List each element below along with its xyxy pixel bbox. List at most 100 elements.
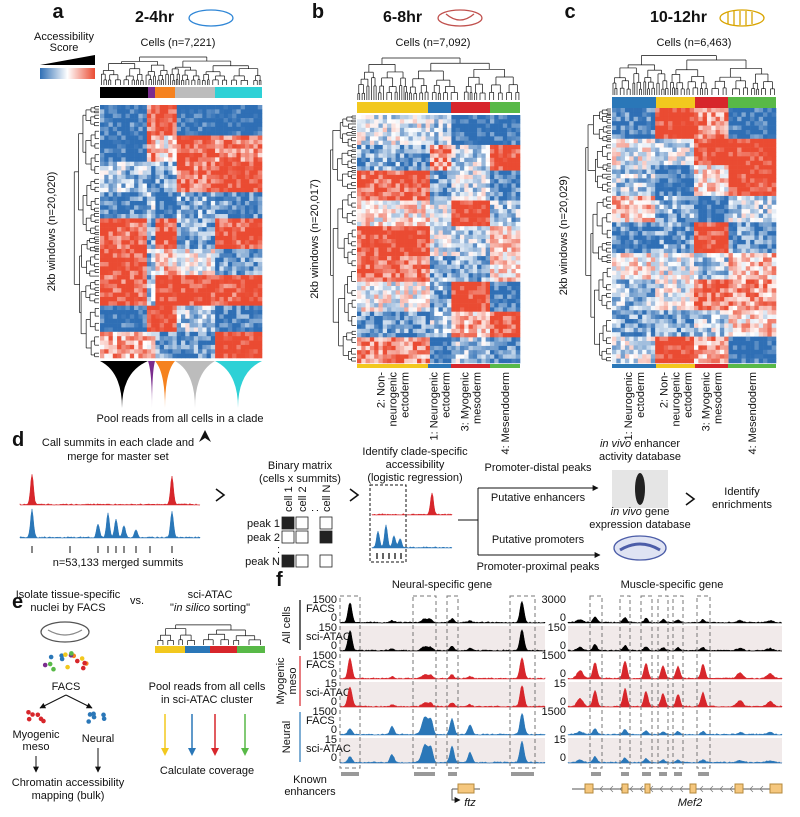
heatmap-cell [417, 311, 422, 317]
heatmap-cell [438, 119, 444, 124]
heatmap-cell [129, 275, 135, 280]
heatmap-cell [219, 257, 224, 263]
heatmap-cell [429, 157, 435, 163]
heatmap-cell [138, 174, 143, 180]
heatmap-cell [421, 320, 426, 325]
heatmap-cell [399, 166, 405, 171]
heatmap-cell [399, 204, 405, 210]
heatmap-cell [387, 209, 392, 214]
heatmap-cell [425, 256, 431, 261]
heatmap-cell [511, 243, 517, 248]
heatmap-cell [489, 239, 495, 244]
heatmap-cell [468, 132, 474, 137]
heatmap-cell [404, 166, 409, 171]
heatmap-cell [129, 170, 135, 176]
heatmap-cell [477, 345, 482, 351]
heatmap-cell [412, 149, 418, 154]
heatmap-cell [438, 187, 444, 193]
heatmap-cell [112, 305, 118, 311]
heatmap-cell [223, 331, 229, 337]
heatmap-cell [198, 170, 203, 176]
heatmap-cell [507, 251, 512, 257]
heatmap-cell [421, 247, 426, 253]
heatmap-cell [455, 179, 461, 184]
heatmap-cell [100, 174, 105, 180]
heatmap-cell [455, 132, 461, 137]
heatmap-cell [408, 157, 414, 163]
heatmap-cell [459, 324, 465, 330]
heatmap-cell [236, 244, 241, 250]
heatmap-cell [408, 119, 414, 124]
heatmap-cell [438, 290, 444, 295]
heatmap-cell [151, 344, 156, 350]
heatmap-cell [210, 340, 216, 346]
heatmap-cell [244, 179, 250, 184]
heatmap-cell [425, 217, 431, 223]
heatmap-cell [210, 331, 216, 337]
heatmap-cell [468, 324, 474, 330]
heatmap-cell [447, 239, 452, 244]
heatmap-cell [502, 140, 508, 146]
heatmap-cell [146, 253, 152, 258]
heatmap-cell [202, 301, 207, 306]
heatmap-cell [365, 217, 371, 223]
heatmap-cell [202, 340, 207, 346]
heatmap-cell [468, 140, 474, 146]
heatmap-cell [193, 327, 199, 333]
heatmap-cell [236, 131, 241, 136]
heatmap-cell [468, 170, 474, 176]
heatmap-cell [421, 337, 426, 342]
heatmap-cell [357, 294, 362, 300]
heatmap-cell [219, 126, 224, 132]
heatmap-cell [206, 323, 212, 328]
heatmap-cell [412, 144, 418, 150]
heatmap-cell [112, 353, 118, 359]
heatmap-cell [240, 296, 246, 302]
heatmap-cell [151, 227, 156, 232]
heatmap-cell [206, 353, 212, 359]
heatmap-cell [374, 315, 379, 321]
heatmap-cell [176, 336, 182, 341]
heatmap-cell [202, 135, 207, 141]
heatmap-cell [464, 179, 469, 184]
heatmap-cell [421, 260, 426, 265]
heatmap-cell [244, 126, 250, 132]
heatmap-cell [163, 301, 169, 306]
heatmap-cell [129, 218, 135, 224]
heatmap-cell [193, 113, 199, 119]
heatmap-cell [468, 277, 474, 283]
heatmap-cell [417, 226, 422, 231]
heatmap-cell [210, 344, 216, 350]
heatmap-cell [464, 132, 469, 137]
heatmap-cell [451, 239, 456, 244]
heatmap-cell [121, 196, 126, 202]
heatmap-cell [395, 196, 401, 201]
heatmap-cell [382, 264, 388, 270]
heatmap-cell [202, 131, 207, 136]
heatmap-cell [438, 144, 444, 150]
heatmap-cell [159, 209, 165, 215]
heatmap-cell [382, 247, 388, 253]
heatmap-cell [240, 288, 246, 293]
heatmap-cell [459, 144, 465, 150]
heatmap-cell [172, 248, 178, 254]
heatmap-cell [421, 239, 426, 244]
heatmap-cell [223, 248, 229, 254]
heatmap-cell [447, 294, 452, 300]
heatmap-cell [412, 230, 418, 236]
heatmap-cell [168, 279, 173, 285]
heatmap-cell [138, 262, 143, 267]
heatmap-cell [434, 268, 439, 274]
heatmap-cell [168, 227, 173, 232]
heatmap-cell [227, 270, 233, 276]
heatmap-cell [142, 157, 148, 162]
heatmap-cell [502, 230, 508, 236]
heatmap-cell [378, 286, 384, 291]
heatmap-cell [108, 157, 114, 162]
heatmap-cell [459, 328, 465, 334]
heatmap-cell [121, 296, 126, 302]
heatmap-cell [172, 157, 178, 162]
heatmap-cell [395, 217, 401, 223]
heatmap-cell [125, 327, 131, 333]
heatmap-cell [121, 244, 126, 250]
